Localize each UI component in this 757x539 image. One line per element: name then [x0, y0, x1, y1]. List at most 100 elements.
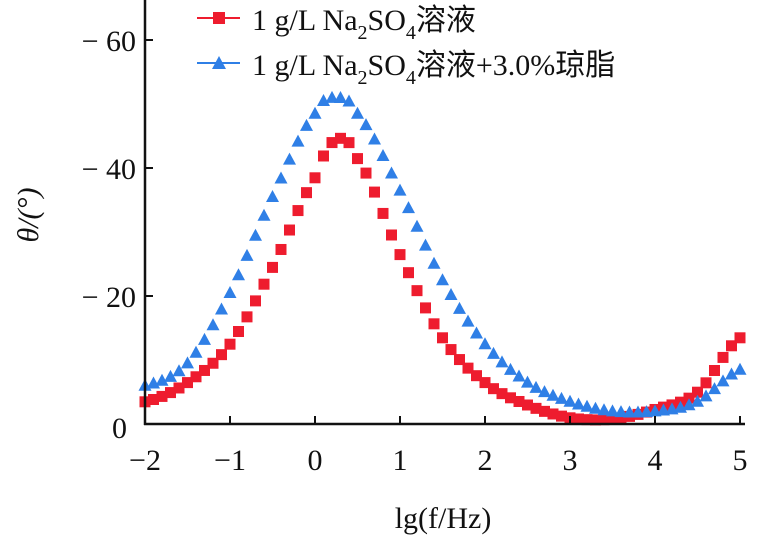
data-point — [181, 356, 194, 369]
data-point — [403, 267, 414, 279]
data-point — [555, 391, 568, 404]
data-point — [275, 243, 287, 255]
data-point — [343, 137, 355, 149]
data-point — [393, 183, 407, 196]
y-tick-label: 0 — [112, 412, 127, 445]
data-point — [529, 380, 543, 393]
data-point — [563, 394, 577, 407]
data-point — [478, 337, 492, 350]
data-point — [258, 278, 270, 290]
data-point — [206, 318, 220, 331]
data-point — [215, 302, 228, 315]
data-point — [538, 385, 551, 398]
data-point — [709, 365, 720, 377]
data-point — [597, 403, 611, 416]
data-point — [308, 106, 322, 119]
data-point — [334, 90, 347, 103]
data-point — [691, 394, 704, 407]
data-point — [462, 362, 474, 374]
data-point — [266, 190, 279, 202]
data-point — [479, 377, 491, 389]
data-point — [437, 332, 448, 344]
data-point — [496, 388, 508, 400]
y-tick-label: − 40 — [82, 153, 136, 186]
data-point — [257, 208, 271, 221]
data-point — [445, 344, 457, 356]
data-point — [156, 390, 168, 402]
data-point — [173, 382, 185, 394]
data-point — [453, 301, 466, 314]
data-point — [165, 387, 176, 399]
data-point — [232, 268, 245, 281]
data-point — [411, 285, 423, 297]
data-point — [352, 153, 363, 165]
data-point — [487, 346, 500, 359]
data-point — [471, 370, 482, 382]
data-point — [335, 132, 346, 144]
data-point — [267, 261, 278, 273]
data-point — [369, 186, 380, 198]
data-point — [274, 171, 288, 184]
data-point — [224, 338, 236, 350]
data-point — [325, 90, 339, 103]
data-point — [216, 349, 227, 361]
y-tick-label: − 20 — [82, 281, 136, 314]
data-point — [148, 393, 159, 405]
data-point — [581, 414, 593, 426]
triangle-marker-icon — [212, 56, 226, 69]
data-point — [708, 382, 721, 395]
data-point — [573, 413, 584, 425]
x-tick-label: 4 — [648, 444, 663, 477]
data-point — [190, 371, 202, 383]
data-point — [207, 357, 219, 369]
data-point — [342, 94, 356, 107]
x-tick-label: 5 — [733, 444, 748, 477]
data-point — [301, 187, 312, 199]
data-point — [717, 351, 729, 363]
data-point — [623, 405, 636, 418]
data-point — [360, 167, 372, 179]
data-point — [556, 410, 567, 422]
data-point — [402, 201, 415, 214]
data-point — [284, 224, 295, 236]
data-point — [376, 149, 390, 162]
data-point — [428, 318, 440, 330]
data-point — [598, 414, 610, 426]
x-tick-label: 0 — [308, 444, 323, 477]
data-point — [249, 228, 262, 241]
data-point — [420, 302, 431, 314]
data-point — [512, 369, 526, 382]
series-blue — [138, 90, 747, 418]
data-point — [513, 395, 525, 407]
data-point — [250, 295, 261, 307]
data-point — [291, 134, 305, 147]
data-point — [495, 355, 509, 368]
data-point — [283, 152, 296, 165]
legend-item-blue: 1 g/L Na2SO4溶液+3.0%琼脂 — [197, 49, 615, 89]
data-point — [436, 273, 449, 286]
data-point — [547, 408, 559, 420]
data-point — [488, 383, 499, 395]
data-point — [539, 405, 550, 417]
data-point — [182, 377, 193, 389]
data-point — [606, 404, 619, 417]
data-point — [368, 132, 381, 145]
data-point — [359, 118, 373, 131]
data-point — [733, 362, 747, 375]
data-point — [522, 399, 533, 411]
data-point — [326, 137, 338, 149]
data-point — [427, 256, 441, 269]
data-point — [725, 367, 738, 380]
x-axis-label: lg(f/Hz) — [395, 502, 492, 535]
data-point — [318, 150, 329, 162]
data-point — [444, 288, 458, 301]
data-point — [292, 205, 304, 217]
data-point — [454, 354, 465, 366]
data-point — [530, 402, 542, 414]
data-point — [589, 401, 602, 414]
data-point — [189, 345, 203, 358]
data-point — [394, 249, 406, 261]
data-point — [419, 238, 432, 251]
data-point — [682, 398, 696, 411]
